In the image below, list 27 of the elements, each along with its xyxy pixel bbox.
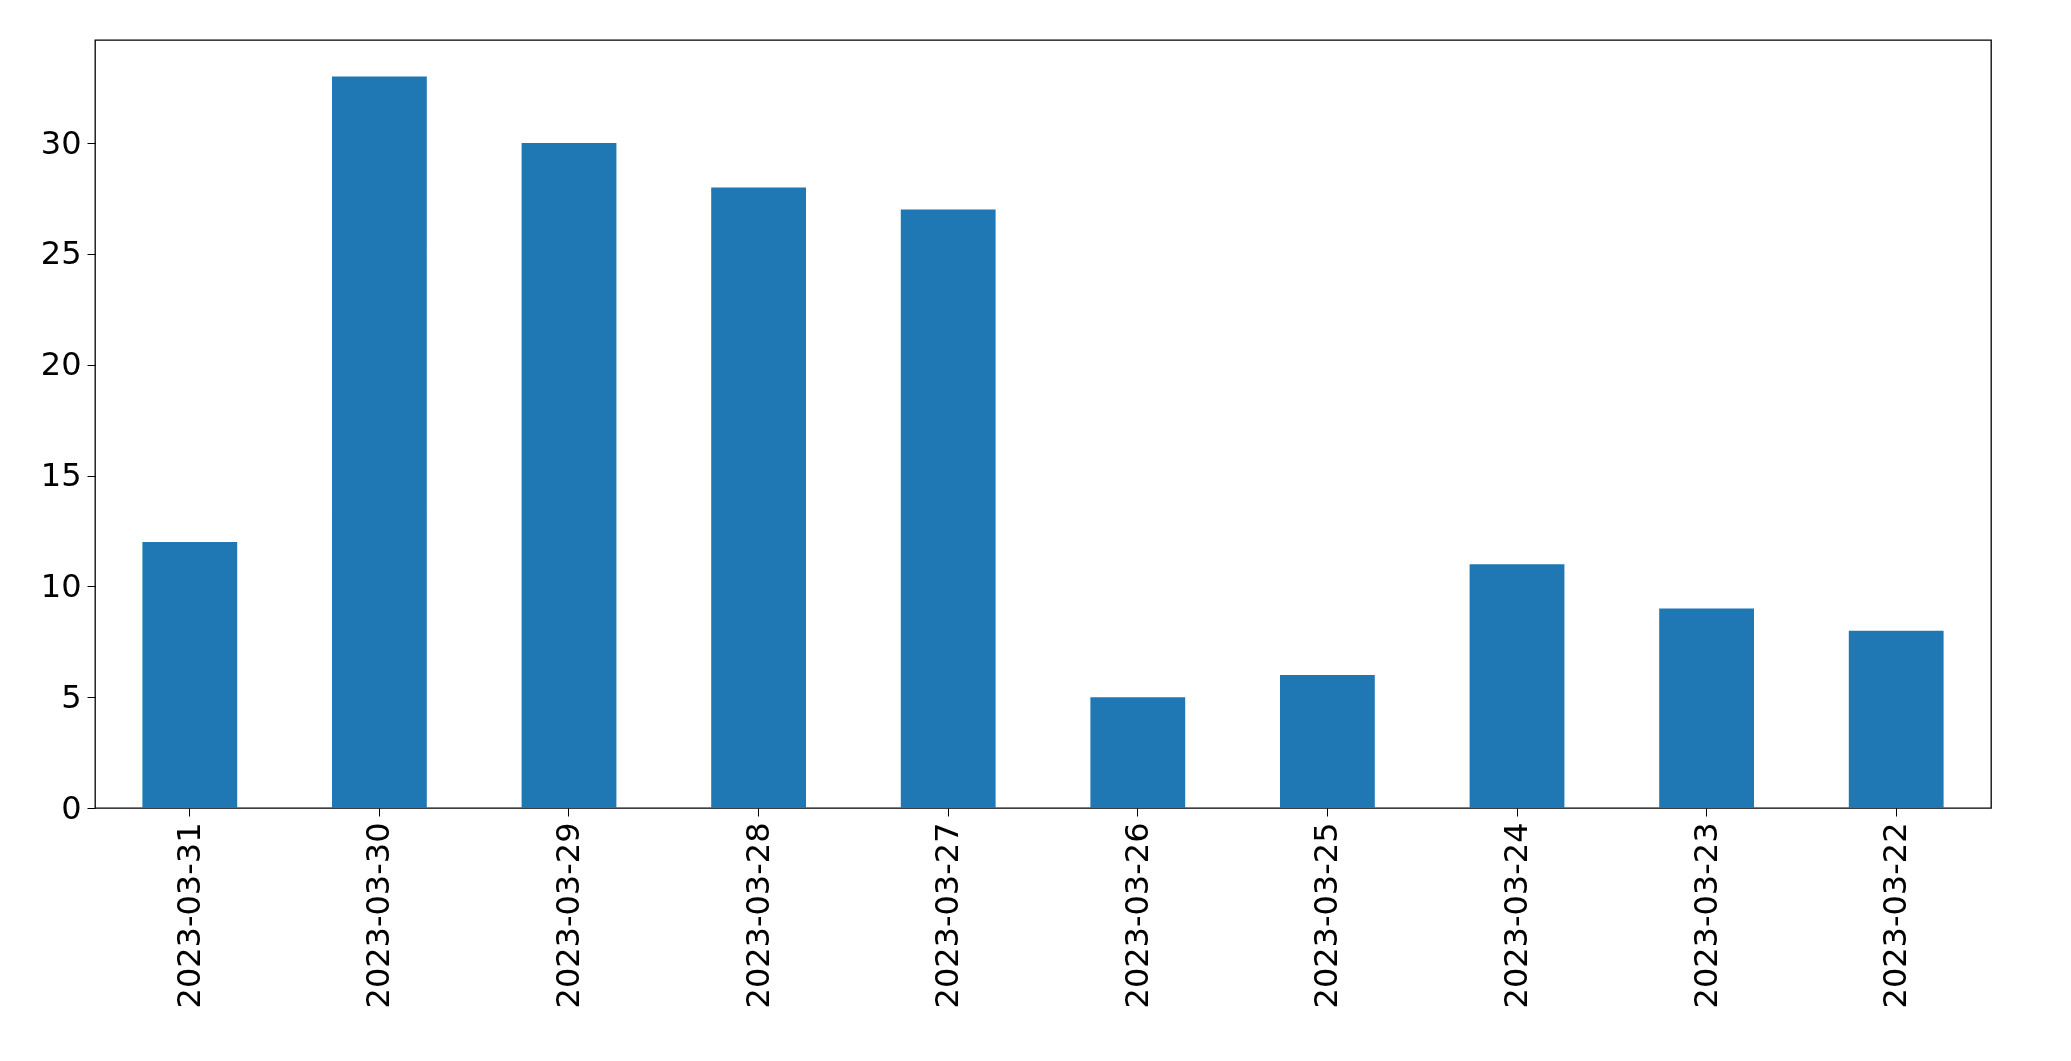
x-tick-label: 2023-03-29 bbox=[549, 822, 587, 1009]
bar bbox=[1469, 564, 1565, 808]
y-tick-label: 30 bbox=[40, 123, 82, 162]
y-tick-label: 5 bbox=[61, 677, 82, 716]
bar bbox=[900, 209, 996, 808]
bar bbox=[521, 143, 617, 808]
y-tick-label: 10 bbox=[40, 566, 82, 605]
x-tick-label: 2023-03-31 bbox=[169, 822, 208, 1009]
x-tick-label: 2023-03-23 bbox=[1686, 822, 1725, 1009]
x-tick-label: 2023-03-28 bbox=[738, 822, 777, 1009]
bar bbox=[1659, 608, 1754, 808]
y-tick-label: 20 bbox=[40, 345, 82, 384]
x-tick-label: 2023-03-26 bbox=[1117, 822, 1156, 1009]
bar bbox=[1848, 630, 1944, 808]
x-tick-label: 2023-03-30 bbox=[359, 822, 398, 1009]
bar bbox=[142, 542, 238, 808]
bar bbox=[332, 76, 427, 808]
x-tick-label: 2023-03-27 bbox=[928, 822, 967, 1009]
bar bbox=[1280, 675, 1375, 808]
bar bbox=[1090, 697, 1186, 808]
y-tick-label: 25 bbox=[40, 234, 82, 273]
y-tick-label: 15 bbox=[40, 456, 82, 495]
x-tick-label: 2023-03-24 bbox=[1497, 822, 1535, 1009]
x-tick-label: 2023-03-25 bbox=[1307, 822, 1346, 1009]
x-tick-label: 2023-03-22 bbox=[1876, 822, 1915, 1009]
y-tick-label: 0 bbox=[61, 788, 82, 827]
bar bbox=[711, 187, 806, 808]
